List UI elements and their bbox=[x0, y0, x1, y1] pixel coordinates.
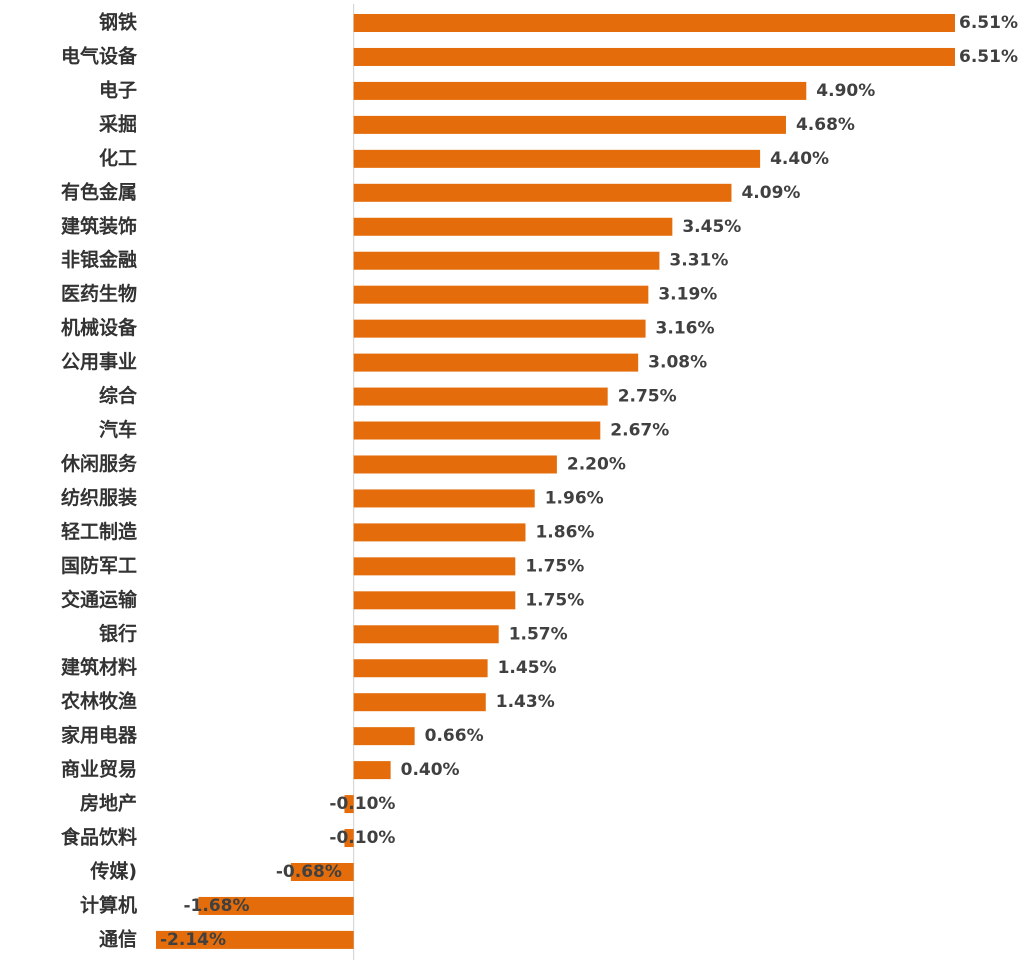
value-label: 4.90% bbox=[816, 81, 875, 101]
category-label: 银行 bbox=[99, 622, 137, 645]
value-label: 1.57% bbox=[509, 624, 568, 644]
category-label: 纺织服装 bbox=[61, 486, 137, 509]
category-label: 休闲服务 bbox=[60, 452, 138, 475]
bar bbox=[344, 829, 354, 848]
bar bbox=[156, 930, 354, 949]
value-label: 4.68% bbox=[796, 115, 855, 135]
value-label: 0.40% bbox=[401, 760, 460, 780]
value-label: 1.86% bbox=[535, 522, 594, 542]
bar bbox=[344, 795, 354, 814]
bar bbox=[353, 217, 673, 236]
bar bbox=[353, 659, 488, 678]
category-label: 汽车 bbox=[99, 418, 137, 441]
category-label: 食品饮料 bbox=[61, 826, 137, 849]
value-label: -0.68% bbox=[276, 862, 342, 882]
value-label: 4.40% bbox=[770, 149, 829, 169]
category-label: 公用事业 bbox=[61, 350, 137, 373]
category-label: 农林牧渔 bbox=[60, 690, 137, 713]
category-label: 采掘 bbox=[99, 112, 137, 135]
category-label: 国防军工 bbox=[61, 554, 137, 577]
value-label: 2.75% bbox=[618, 387, 677, 407]
value-label: 2.67% bbox=[610, 421, 669, 441]
value-label: 2.20% bbox=[567, 454, 626, 474]
bar bbox=[353, 353, 639, 372]
bar bbox=[353, 285, 649, 304]
bar bbox=[353, 81, 807, 100]
category-label: 商业贸易 bbox=[61, 758, 137, 781]
bar bbox=[353, 115, 786, 134]
category-label: 计算机 bbox=[80, 893, 137, 916]
bar bbox=[353, 421, 601, 440]
bar bbox=[353, 523, 526, 542]
value-label: 6.51% bbox=[959, 47, 1018, 67]
category-label: 有色金属 bbox=[61, 180, 137, 203]
category-label: 电气设备 bbox=[61, 44, 138, 67]
value-label: -1.68% bbox=[183, 896, 249, 916]
value-label: -0.10% bbox=[329, 828, 395, 848]
bar bbox=[353, 557, 516, 576]
bar bbox=[353, 693, 486, 712]
category-label: 医药生物 bbox=[61, 282, 137, 305]
bar bbox=[198, 896, 354, 915]
category-label: 建筑装饰 bbox=[61, 214, 137, 237]
bar bbox=[353, 251, 660, 270]
value-label: 6.51% bbox=[959, 13, 1018, 33]
value-label: 4.09% bbox=[741, 183, 800, 203]
category-label: 钢铁 bbox=[99, 11, 137, 34]
value-label: 1.96% bbox=[545, 488, 604, 508]
value-label: -0.10% bbox=[329, 794, 395, 814]
value-label: -2.14% bbox=[160, 930, 226, 950]
value-label: 3.16% bbox=[656, 319, 715, 339]
value-label: 1.75% bbox=[525, 556, 584, 576]
bar bbox=[353, 149, 761, 168]
value-label: 3.19% bbox=[658, 285, 717, 305]
bar bbox=[353, 489, 535, 508]
category-label: 交通运输 bbox=[61, 588, 138, 611]
bar bbox=[353, 319, 646, 338]
bar bbox=[353, 14, 956, 32]
category-label: 非银金融 bbox=[61, 248, 137, 271]
value-label: 3.31% bbox=[669, 251, 728, 271]
value-label: 1.43% bbox=[496, 692, 555, 712]
category-label: 化工 bbox=[99, 146, 137, 169]
category-label: 电子 bbox=[99, 78, 137, 101]
bar bbox=[353, 727, 415, 746]
category-label: 传媒) bbox=[89, 860, 137, 883]
category-label: 通信 bbox=[99, 927, 137, 950]
bar bbox=[353, 387, 608, 406]
value-label: 1.45% bbox=[498, 658, 557, 678]
bar bbox=[353, 625, 499, 644]
bar bbox=[353, 47, 956, 66]
value-label: 3.45% bbox=[682, 217, 741, 237]
category-label: 房地产 bbox=[80, 792, 137, 815]
bar bbox=[353, 455, 557, 474]
value-label: 3.08% bbox=[648, 353, 707, 373]
bar bbox=[290, 863, 354, 881]
bar bbox=[353, 591, 516, 610]
category-label: 轻工制造 bbox=[61, 520, 138, 543]
category-label: 家用电器 bbox=[61, 724, 138, 747]
value-label: 1.75% bbox=[525, 590, 584, 610]
bar bbox=[353, 761, 391, 780]
category-label: 机械设备 bbox=[61, 316, 138, 339]
category-label: 建筑材料 bbox=[61, 656, 137, 679]
bar bbox=[353, 183, 732, 202]
value-label: 0.66% bbox=[425, 726, 484, 746]
category-label: 综合 bbox=[99, 384, 138, 407]
